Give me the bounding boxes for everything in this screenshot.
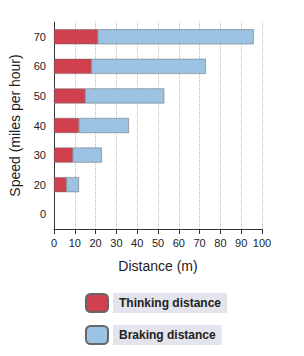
- svg-text:60: 60: [173, 237, 185, 249]
- svg-text:0: 0: [51, 237, 57, 249]
- svg-text:Speed (miles per hour): Speed (miles per hour): [7, 54, 23, 196]
- svg-text:80: 80: [214, 237, 226, 249]
- svg-text:10: 10: [69, 237, 81, 249]
- svg-text:50: 50: [34, 90, 46, 102]
- svg-text:70: 70: [193, 237, 205, 249]
- svg-text:40: 40: [131, 237, 143, 249]
- svg-text:30: 30: [110, 237, 122, 249]
- svg-text:90: 90: [235, 237, 247, 249]
- svg-text:70: 70: [34, 31, 46, 43]
- svg-text:60: 60: [34, 60, 46, 72]
- svg-text:Thinking distance: Thinking distance: [119, 296, 221, 310]
- svg-text:0: 0: [40, 208, 46, 220]
- svg-text:Braking distance: Braking distance: [119, 328, 216, 342]
- svg-text:100: 100: [253, 237, 271, 249]
- svg-text:Distance (m): Distance (m): [118, 258, 197, 274]
- svg-text:20: 20: [34, 179, 46, 191]
- svg-text:50: 50: [152, 237, 164, 249]
- svg-text:20: 20: [89, 237, 101, 249]
- svg-text:30: 30: [34, 149, 46, 161]
- svg-text:40: 40: [34, 120, 46, 132]
